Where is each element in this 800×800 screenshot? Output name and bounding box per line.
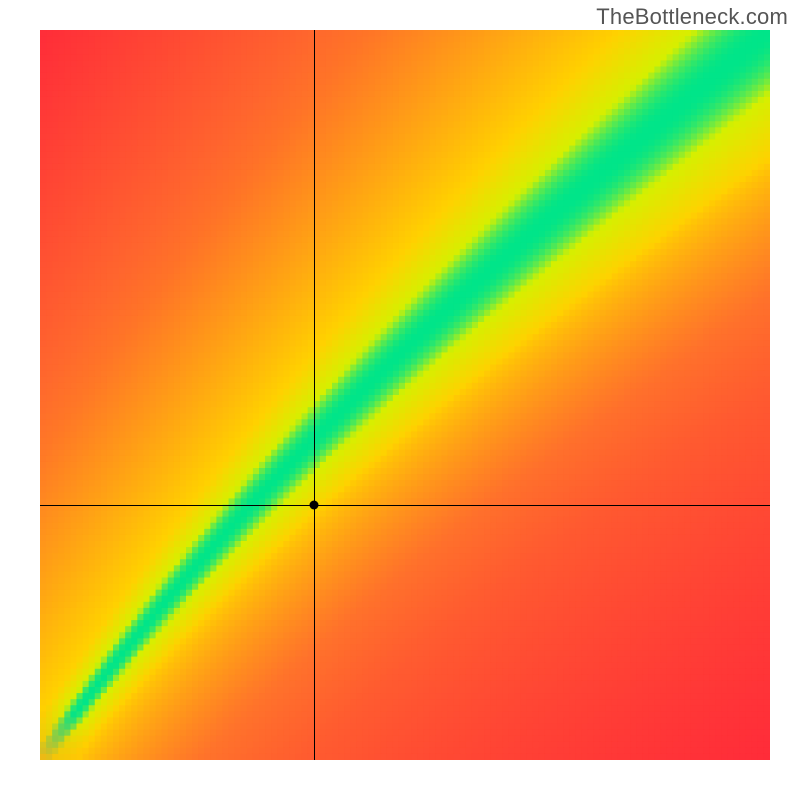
crosshair-vertical — [314, 30, 315, 760]
heatmap-plot — [40, 30, 770, 760]
watermark-text: TheBottleneck.com — [596, 4, 788, 30]
marker-dot — [309, 500, 318, 509]
crosshair-horizontal — [40, 505, 770, 506]
heatmap-canvas — [40, 30, 770, 760]
